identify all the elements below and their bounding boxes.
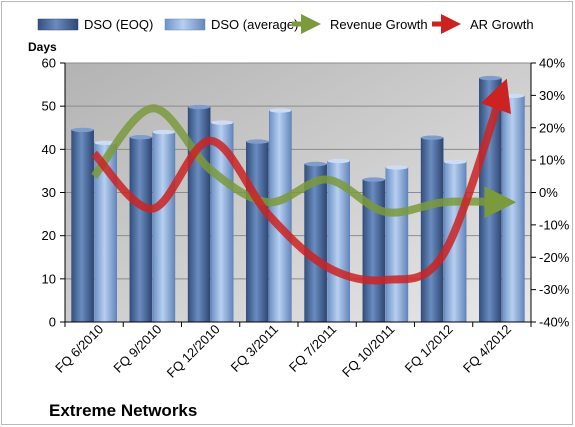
line-ar-growth bbox=[91, 78, 511, 285]
y-left-tick-label: 30 bbox=[42, 185, 56, 200]
y-right-tick-label: 0% bbox=[539, 185, 558, 200]
y-right-tick-label: -30% bbox=[539, 282, 570, 297]
x-tick-label: FQ 7/2011 bbox=[286, 322, 339, 375]
x-tick-label: FQ 10/2011 bbox=[339, 322, 397, 380]
bar-cap-dso-average-fq-7-2011 bbox=[327, 158, 350, 164]
y-right-tick-label: -40% bbox=[539, 315, 570, 330]
bar-cap-dso-eoq-fq-10-2011 bbox=[362, 177, 385, 182]
bar-cap-dso-eoq-fq-12-2010 bbox=[188, 104, 211, 110]
bar-cap-dso-eoq-fq-4-2012 bbox=[479, 75, 502, 81]
legend-item-ar-growth: AR Growth bbox=[432, 14, 534, 34]
x-tick-label: FQ 1/2012 bbox=[402, 322, 456, 376]
line-series bbox=[90, 78, 517, 285]
bar-cap-dso-average-fq-12-2010 bbox=[211, 120, 234, 125]
x-tick-label: FQ 3/2011 bbox=[228, 322, 281, 375]
bar-dso-average-fq-10-2011 bbox=[385, 167, 409, 323]
bar-dso-eoq-fq-9-2010 bbox=[129, 136, 153, 323]
x-tick-label: FQ 6/2010 bbox=[52, 322, 106, 376]
bar-cap-dso-average-fq-1-2012 bbox=[444, 159, 467, 165]
y-right-tick-label: 10% bbox=[539, 153, 565, 168]
x-tick-label: FQ 12/2010 bbox=[164, 322, 223, 381]
bar-cap-dso-average-fq-10-2011 bbox=[385, 165, 408, 170]
y-right-tick-label: 30% bbox=[539, 88, 565, 103]
y-right-tick-label: 20% bbox=[539, 120, 565, 135]
x-tick-label: FQ 4/2012 bbox=[460, 322, 514, 376]
bar-dso-eoq-fq-3-2011 bbox=[246, 141, 269, 323]
bar-cap-dso-eoq-fq-3-2011 bbox=[246, 139, 269, 144]
x-tick-label: FQ 9/2010 bbox=[110, 322, 164, 376]
y-axis-left-title: Days bbox=[28, 40, 57, 54]
y-left-tick-label: 0 bbox=[49, 315, 56, 330]
bar-cap-dso-eoq-fq-1-2012 bbox=[421, 135, 444, 140]
bar-cap-dso-eoq-fq-9-2010 bbox=[129, 135, 152, 140]
legend-label-ar-growth: AR Growth bbox=[470, 17, 534, 32]
bar-cap-dso-eoq-fq-6-2010 bbox=[71, 127, 94, 133]
bar-dso-eoq-fq-6-2010 bbox=[71, 129, 94, 323]
bar-cap-dso-average-fq-3-2011 bbox=[269, 108, 292, 113]
legend-item-revenue-growth: Revenue Growth bbox=[292, 14, 428, 34]
y-left-tick-label: 60 bbox=[42, 56, 56, 71]
y-left-tick-label: 10 bbox=[42, 271, 56, 286]
legend: DSO (EOQ) DSO (average) Revenue Growth A… bbox=[37, 14, 534, 34]
y-right-tick-label: -10% bbox=[539, 217, 570, 232]
legend-swatch-dso-average bbox=[164, 18, 206, 31]
legend-swatch-dso-eoq bbox=[37, 18, 79, 31]
legend-label-dso-eoq: DSO (EOQ) bbox=[84, 17, 153, 32]
company-label: Extreme Networks bbox=[49, 401, 197, 420]
legend-label-dso-average: DSO (average) bbox=[211, 17, 298, 32]
legend-item-dso-eoq: DSO (EOQ) bbox=[37, 17, 153, 32]
bar-dso-average-fq-4-2012 bbox=[502, 95, 525, 323]
legend-item-dso-average: DSO (average) bbox=[164, 17, 298, 32]
bar-cap-dso-eoq-fq-7-2011 bbox=[304, 161, 327, 167]
y-left-tick-label: 50 bbox=[42, 99, 56, 114]
y-left-tick-label: 40 bbox=[42, 142, 56, 157]
legend-label-revenue-growth: Revenue Growth bbox=[330, 17, 428, 32]
bar-dso-average-fq-9-2010 bbox=[152, 131, 176, 323]
y-left-tick-label: 20 bbox=[42, 228, 56, 243]
y-right-tick-label: 40% bbox=[539, 56, 565, 71]
bar-cap-dso-average-fq-9-2010 bbox=[152, 129, 175, 135]
bar-dso-eoq-fq-1-2012 bbox=[420, 137, 444, 323]
bar-cap-dso-average-fq-4-2012 bbox=[502, 93, 525, 99]
line-revenue-growth bbox=[90, 104, 517, 219]
y-right-tick-label: -20% bbox=[539, 250, 570, 265]
